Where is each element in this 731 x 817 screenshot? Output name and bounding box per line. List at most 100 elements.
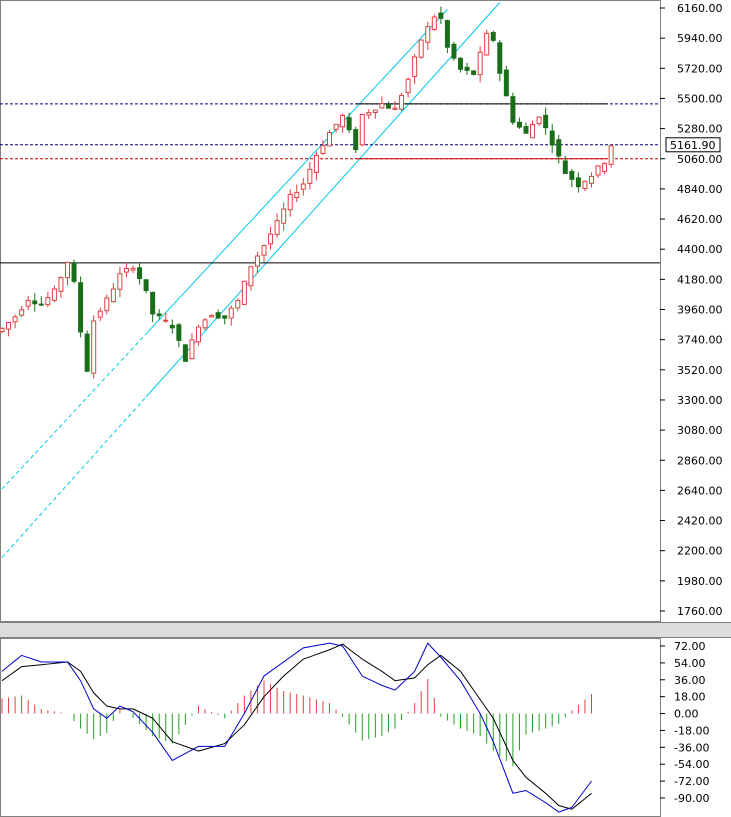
candle-body-down bbox=[556, 139, 562, 157]
macd-line bbox=[1, 642, 592, 813]
candle-body-down bbox=[78, 282, 84, 333]
candle-body-down bbox=[150, 291, 156, 315]
price-tick-label: 3960.00 bbox=[677, 304, 723, 317]
candle-body-down bbox=[438, 12, 444, 19]
candle-body-down bbox=[156, 313, 162, 317]
price-tick-label: 5720.00 bbox=[677, 62, 723, 75]
macd-tick-label: -54.00 bbox=[674, 758, 709, 771]
price-tick-label: 2640.00 bbox=[677, 484, 723, 497]
candle-body-up bbox=[104, 297, 110, 312]
candle-body-up bbox=[196, 326, 201, 343]
price-tick-label: 5280.00 bbox=[677, 123, 723, 136]
candle-body-up bbox=[12, 316, 18, 323]
price-tick-label: 5940.00 bbox=[677, 32, 723, 45]
candle-body-down bbox=[215, 312, 221, 319]
last-price-box bbox=[665, 137, 721, 153]
price-tick-label: 3740.00 bbox=[677, 334, 723, 347]
candle-body-up bbox=[19, 309, 25, 316]
candle-body-down bbox=[71, 262, 77, 282]
candle-body-up bbox=[608, 145, 614, 165]
price-tick-label: 4400.00 bbox=[677, 243, 723, 256]
candle-body-up bbox=[333, 123, 339, 130]
price-tick-label: 2860.00 bbox=[677, 454, 723, 467]
candle-body-up bbox=[117, 273, 123, 290]
candle-body-up bbox=[163, 319, 169, 322]
macd-tick-label: -72.00 bbox=[674, 775, 709, 788]
candle-body-up bbox=[412, 56, 418, 77]
candle-body-up bbox=[294, 192, 300, 199]
candle-body-down bbox=[510, 96, 516, 123]
candle-body-down bbox=[84, 333, 90, 372]
candle-body-up bbox=[261, 245, 267, 256]
candle-body-up bbox=[589, 176, 594, 184]
price-tick-label: 2420.00 bbox=[677, 515, 723, 528]
price-tick-label: 5060.00 bbox=[677, 153, 723, 166]
candle-body-down bbox=[562, 160, 568, 174]
price-tick-label: 4840.00 bbox=[677, 183, 723, 196]
macd-plot-frame bbox=[0, 638, 661, 817]
candle-body-up bbox=[235, 300, 241, 309]
candle-body-down bbox=[497, 42, 503, 74]
candle-body-down bbox=[32, 300, 38, 305]
channel-upper-line-solid bbox=[145, 9, 448, 335]
price-tick-label: 3520.00 bbox=[677, 364, 723, 377]
candle-body-down bbox=[523, 126, 529, 134]
channel-lower-line-solid bbox=[145, 2, 501, 398]
candle-body-down bbox=[222, 315, 228, 319]
candle-body-up bbox=[45, 297, 51, 306]
candle-body-up bbox=[209, 315, 215, 318]
candle-body-down bbox=[385, 104, 391, 109]
macd-tick-label: -36.00 bbox=[674, 741, 709, 754]
candle-body-up bbox=[431, 16, 437, 31]
candle-body-up bbox=[372, 109, 378, 113]
candle-body-down bbox=[575, 177, 581, 188]
candle-body-down bbox=[137, 267, 143, 280]
candle-body-up bbox=[399, 95, 405, 110]
candle-body-up bbox=[0, 327, 5, 332]
candle-body-up bbox=[241, 280, 247, 305]
candle-body-up bbox=[287, 193, 293, 211]
candle-body-up bbox=[123, 267, 129, 273]
candle-body-up bbox=[97, 310, 103, 318]
candle-body-down bbox=[503, 69, 509, 97]
candle-body-down bbox=[38, 303, 44, 306]
candle-body-up bbox=[320, 145, 326, 154]
candle-body-up bbox=[248, 266, 254, 287]
candle-body-up bbox=[228, 307, 234, 319]
candle-body-up bbox=[340, 114, 346, 128]
macd-signal-line bbox=[1, 643, 592, 810]
candle-body-up bbox=[327, 132, 332, 147]
candle-body-up bbox=[602, 162, 608, 172]
price-tick-label: 3080.00 bbox=[677, 424, 723, 437]
candle-body-up bbox=[189, 339, 195, 360]
candle-body-down bbox=[444, 20, 450, 48]
price-tick-label: 3300.00 bbox=[677, 394, 723, 407]
candle-body-up bbox=[51, 288, 57, 301]
candle-body-up bbox=[359, 114, 365, 146]
candle-body-down bbox=[346, 117, 352, 131]
candle-body-down bbox=[169, 324, 175, 329]
price-plot-frame bbox=[0, 0, 661, 622]
candle-body-down bbox=[458, 57, 463, 70]
candle-body-down bbox=[182, 344, 188, 362]
candle-body-down bbox=[569, 170, 575, 180]
price-tick-label: 1980.00 bbox=[677, 575, 723, 588]
channel-upper-line-dashed bbox=[1, 333, 147, 490]
candle-body-up bbox=[25, 299, 31, 307]
price-tick-label: 4620.00 bbox=[677, 213, 723, 226]
candle-body-up bbox=[484, 32, 490, 56]
price-tick-label: 5500.00 bbox=[677, 92, 723, 105]
candle-body-up bbox=[425, 26, 431, 43]
candle-body-up bbox=[313, 154, 319, 173]
candle-body-up bbox=[536, 116, 542, 125]
macd-tick-label: -90.00 bbox=[674, 792, 709, 805]
candle-body-up bbox=[65, 261, 70, 279]
candle-body-down bbox=[543, 114, 549, 129]
candle-body-up bbox=[392, 107, 398, 110]
candle-body-down bbox=[471, 70, 477, 75]
candle-body-up bbox=[6, 321, 12, 330]
candle-body-down bbox=[353, 129, 359, 151]
candle-body-up bbox=[595, 165, 601, 176]
candle-body-up bbox=[405, 78, 411, 94]
